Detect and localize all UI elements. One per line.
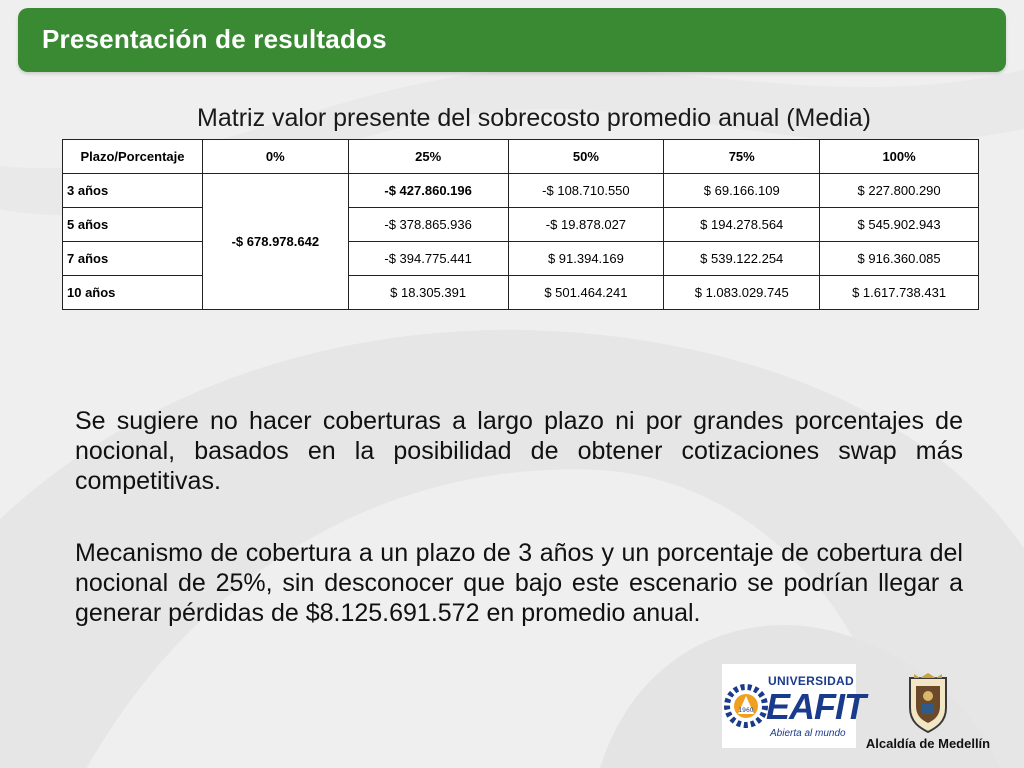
zero-percent-cell: -$ 678.978.642	[201, 173, 349, 310]
table-cell: $ 1.083.029.745	[663, 275, 821, 310]
table-cell: -$ 427.860.196	[347, 173, 509, 208]
medellin-logo: Alcaldía de Medellín	[858, 672, 998, 756]
eafit-logo: 1960 UNIVERSIDAD EAFIT Abierta al mundo	[722, 664, 866, 748]
eafit-seal-icon: 1960	[724, 684, 768, 728]
table-row: 5 años -$ 378.865.936 -$ 19.878.027 $ 19…	[62, 207, 979, 242]
title-bar: Presentación de resultados	[18, 8, 1006, 72]
table-cell: -$ 394.775.441	[347, 241, 509, 276]
table-cell: $ 1.617.738.431	[819, 275, 979, 310]
recommendation-paragraph: Se sugiere no hacer coberturas a largo p…	[75, 407, 963, 495]
medellin-coat-of-arms-icon	[909, 673, 947, 734]
table-cell: $ 69.166.109	[663, 173, 821, 208]
table-cell: $ 545.902.943	[819, 207, 979, 242]
table-header-row: Plazo/Porcentaje 0% 25% 50% 75% 100%	[62, 139, 979, 174]
table-cell: $ 501.464.241	[507, 275, 665, 310]
table-cell: $ 227.800.290	[819, 173, 979, 208]
table-caption: Matriz valor presente del sobrecosto pro…	[197, 104, 871, 132]
plazo-cell: 7 años	[62, 241, 203, 276]
column-header: 25%	[347, 139, 509, 174]
table-cell: -$ 378.865.936	[347, 207, 509, 242]
table-cell: -$ 108.710.550	[507, 173, 665, 208]
table-row: 7 años -$ 394.775.441 $ 91.394.169 $ 539…	[62, 241, 979, 276]
plazo-cell: 3 años	[62, 173, 203, 208]
table-cell: $ 91.394.169	[507, 241, 665, 276]
column-header: 100%	[819, 139, 979, 174]
plazo-cell: 10 años	[62, 275, 203, 310]
column-header: 0%	[201, 139, 349, 174]
table-row: 3 años -$ 678.978.642 -$ 427.860.196 -$ …	[62, 173, 979, 310]
page-title: Presentación de resultados	[42, 24, 387, 54]
column-header: 75%	[663, 139, 821, 174]
column-header: Plazo/Porcentaje	[62, 139, 203, 174]
plazo-cell: 5 años	[62, 207, 203, 242]
table-cell: $ 18.305.391	[347, 275, 509, 310]
column-header: 50%	[507, 139, 665, 174]
table-cell: $ 194.278.564	[663, 207, 821, 242]
present-value-matrix: Plazo/Porcentaje 0% 25% 50% 75% 100% 3 a…	[62, 139, 979, 310]
svg-text:1960: 1960	[738, 707, 753, 714]
table-cell: $ 916.360.085	[819, 241, 979, 276]
table-cell: $ 539.122.254	[663, 241, 821, 276]
table-cell: -$ 19.878.027	[507, 207, 665, 242]
eafit-university-label: UNIVERSIDAD	[768, 674, 854, 688]
eafit-slogan: Abierta al mundo	[770, 728, 846, 739]
conclusion-paragraph: Mecanismo de cobertura a un plazo de 3 a…	[75, 539, 963, 627]
eafit-wordmark: EAFIT	[766, 686, 866, 727]
table-row: 10 años $ 18.305.391 $ 501.464.241 $ 1.0…	[62, 275, 979, 310]
medellin-label: Alcaldía de Medellín	[865, 736, 991, 751]
